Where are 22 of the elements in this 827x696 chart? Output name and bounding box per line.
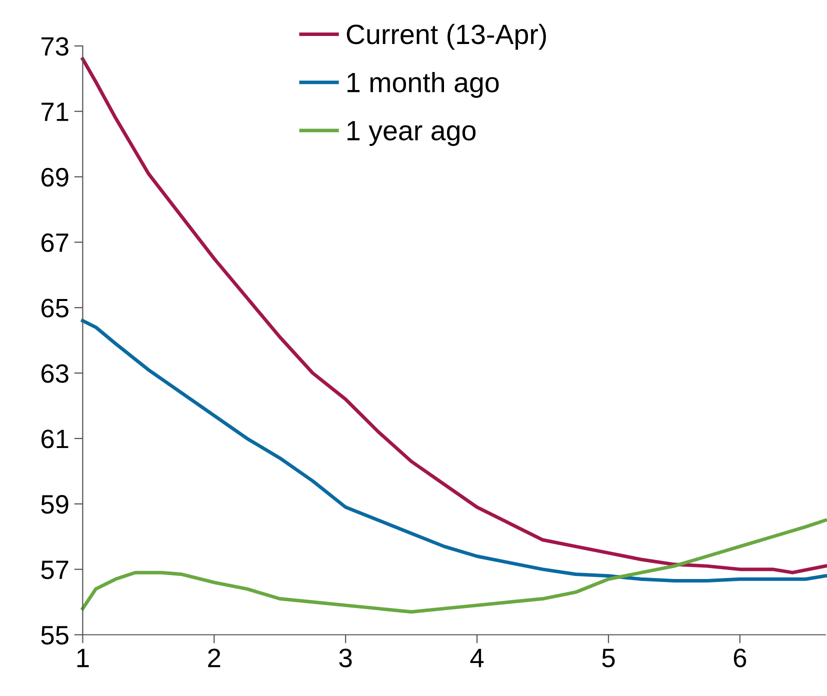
legend-label: 1 month ago xyxy=(348,72,499,98)
y-tick-label: 57 xyxy=(41,560,68,580)
line-series xyxy=(80,318,827,583)
x-tick-label: 3 xyxy=(339,648,352,668)
legend-label: 1 year ago xyxy=(348,121,476,146)
x-tick-label: 1 xyxy=(77,648,89,668)
line-series xyxy=(80,57,827,574)
y-tick-label: 69 xyxy=(41,168,68,187)
y-tick-label: 65 xyxy=(41,298,68,318)
x-tick-label: 2 xyxy=(208,648,220,668)
legend-label: Current (13-Apr) xyxy=(346,24,546,50)
y-tick-label: 55 xyxy=(41,626,68,645)
line-series xyxy=(80,518,827,614)
y-tick-label: 59 xyxy=(41,495,68,514)
y-tick-label: 73 xyxy=(42,37,68,56)
y-tick-label: 63 xyxy=(41,364,68,383)
y-tick-label: 61 xyxy=(41,430,68,448)
x-tick-label: 6 xyxy=(734,648,746,668)
y-tick-label: 71 xyxy=(42,102,68,121)
x-tick-label: 4 xyxy=(470,648,484,668)
y-tick-label: 67 xyxy=(41,233,68,252)
x-tick-label: 5 xyxy=(602,648,615,668)
